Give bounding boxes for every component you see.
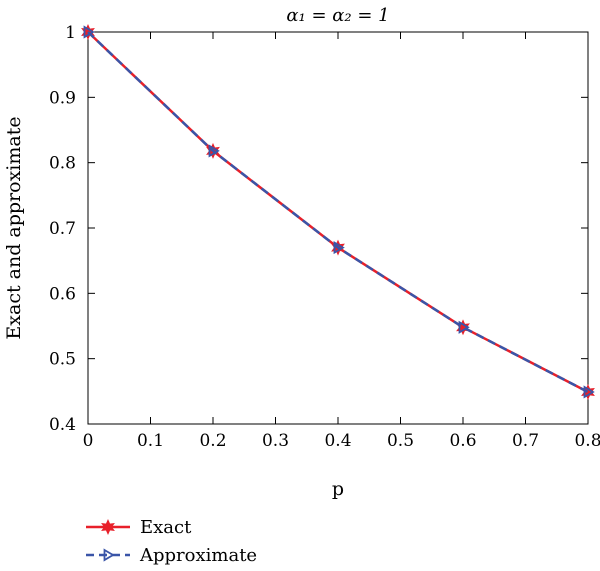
x-axis-label: p [332, 478, 344, 500]
approximate-series-line [87, 31, 589, 394]
y-tick-label: 0.7 [49, 219, 76, 239]
y-axis-ticks: 0.4 0.5 0.6 0.7 0.8 0.9 1 [49, 23, 588, 435]
approximate-point [83, 25, 95, 39]
y-tick-label: 1 [65, 23, 76, 43]
approximate-point [333, 241, 345, 255]
x-tick-label: 0.6 [449, 431, 476, 451]
x-tick-label: 0.4 [324, 431, 351, 451]
exact-legend-marker [101, 519, 115, 535]
approximate-legend-marker [103, 548, 115, 562]
approximate-point [458, 320, 470, 334]
x-tick-label: 0.7 [512, 431, 539, 451]
y-tick-label: 0.4 [49, 415, 76, 435]
plot-area [87, 31, 589, 425]
x-tick-label: 0.1 [137, 431, 164, 451]
x-axis-ticks: 0 0.1 0.2 0.3 0.4 0.5 0.6 0.7 0.8 [83, 32, 600, 451]
x-tick-label: 0.8 [574, 431, 600, 451]
exact-legend-label: Exact [140, 517, 192, 538]
series-layer [81, 24, 595, 400]
legend: Exact Approximate [86, 517, 257, 566]
x-tick-label: 0.2 [199, 431, 226, 451]
approximate-legend-label: Approximate [139, 545, 257, 566]
x-tick-label: 0.5 [387, 431, 414, 451]
y-tick-label: 0.5 [49, 350, 76, 370]
x-tick-label: 0.3 [262, 431, 289, 451]
approximate-point [583, 385, 595, 399]
approximate-point [208, 144, 220, 158]
y-tick-label: 0.6 [49, 284, 76, 304]
y-tick-label: 0.9 [49, 88, 76, 108]
y-axis-label: Exact and approximate [3, 116, 25, 339]
y-tick-label: 0.8 [49, 154, 76, 174]
x-tick-label: 0 [83, 431, 94, 451]
chart-title: α₁ = α₂ = 1 [286, 5, 389, 26]
